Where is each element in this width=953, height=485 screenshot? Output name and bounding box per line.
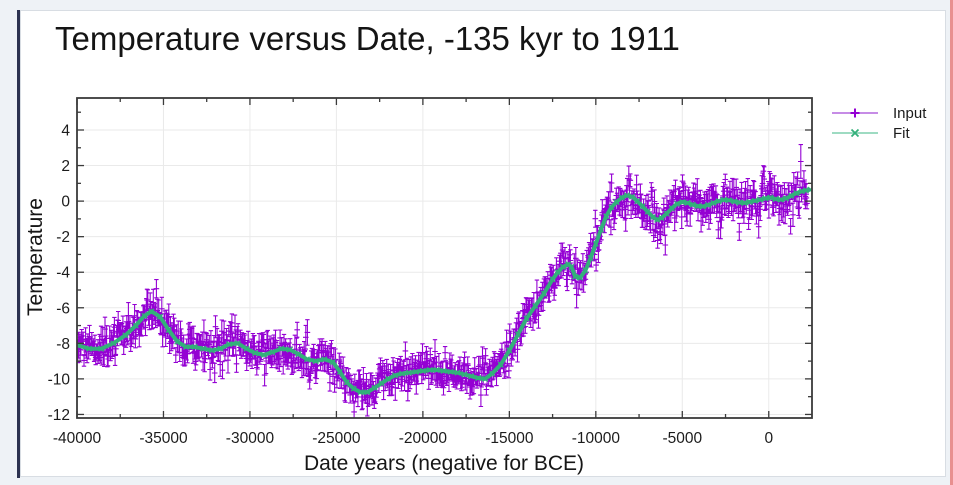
y-tick-label: 4 bbox=[61, 123, 70, 140]
x-tick-label: -10000 bbox=[572, 430, 621, 447]
chart-card bbox=[20, 10, 946, 477]
y-tick-label: 0 bbox=[61, 194, 70, 211]
x-tick-label: -15000 bbox=[485, 430, 534, 447]
input-series-marker-icon bbox=[832, 108, 878, 118]
x-tick-label: -25000 bbox=[312, 430, 361, 447]
x-axis-label: Date years (negative for BCE) bbox=[303, 452, 585, 475]
y-tick-label: -2 bbox=[56, 229, 70, 246]
legend-item-fit: Fit bbox=[831, 123, 926, 143]
legend-label-fit: Fit bbox=[893, 124, 910, 142]
chart-legend: Input Fit bbox=[831, 103, 926, 143]
y-tick-label: -8 bbox=[56, 336, 70, 353]
y-tick-label: -10 bbox=[48, 371, 71, 388]
fit-series-x-markers bbox=[77, 186, 812, 396]
plot-frame bbox=[76, 97, 813, 419]
input-series-errorbars bbox=[77, 144, 810, 418]
legend-label-input: Input bbox=[893, 104, 927, 122]
y-axis-label: Temperature bbox=[24, 198, 47, 316]
x-tick-label: -35000 bbox=[139, 430, 188, 447]
x-tick-label: -5000 bbox=[662, 430, 702, 447]
y-tick-label: -6 bbox=[56, 300, 70, 317]
x-tick-label: 0 bbox=[764, 430, 773, 447]
x-tick-label: -30000 bbox=[226, 430, 275, 447]
right-edge-strip bbox=[950, 0, 953, 485]
y-tick-label: 2 bbox=[61, 158, 70, 175]
legend-item-input: Input bbox=[831, 103, 926, 123]
fit-series-marker-icon bbox=[832, 128, 878, 138]
x-tick-label: -40000 bbox=[53, 430, 102, 447]
y-tick-label: -4 bbox=[56, 265, 70, 282]
y-tick-label: -12 bbox=[48, 407, 70, 424]
chart-title: Temperature versus Date, -135 kyr to 191… bbox=[55, 20, 680, 57]
left-accent-bar bbox=[17, 10, 20, 478]
x-tick-label: -20000 bbox=[399, 430, 448, 447]
